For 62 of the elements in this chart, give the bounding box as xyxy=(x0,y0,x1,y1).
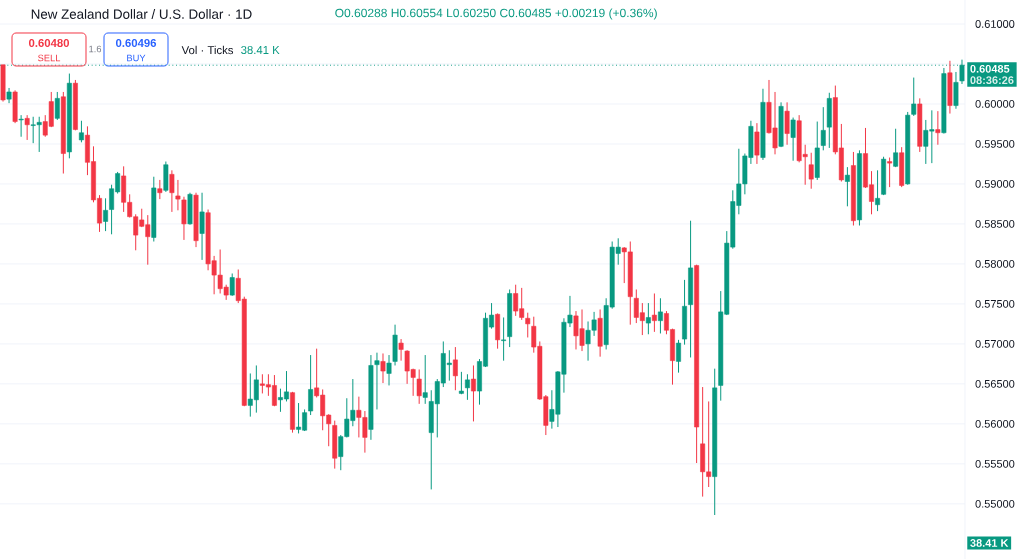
candlestick xyxy=(893,128,899,168)
candlestick xyxy=(157,179,163,200)
candlestick xyxy=(374,352,380,410)
candlestick xyxy=(790,117,796,162)
candlestick xyxy=(24,114,30,141)
y-tick-label: 0.55000 xyxy=(975,499,1015,508)
candlestick xyxy=(308,354,314,416)
annotation: 1.6 xyxy=(89,45,102,53)
candlestick xyxy=(935,110,941,146)
text: O0.60288 H0.60554 L0.60250 C0.60485 +0.00219 (+0.36%) xyxy=(335,8,657,20)
annotation: BUY xyxy=(127,54,146,62)
candlestick xyxy=(651,292,657,333)
y-tick-label: 0.61000 xyxy=(975,20,1015,28)
candlestick xyxy=(959,59,965,85)
candlestick xyxy=(953,71,959,110)
candlestick xyxy=(471,364,476,422)
annotation: 38.41 K xyxy=(241,45,280,54)
candlestick xyxy=(754,122,760,165)
y-tick-label: 0.59000 xyxy=(975,180,1015,188)
candlestick xyxy=(501,316,507,362)
candlestick xyxy=(887,157,893,188)
candlestick xyxy=(199,192,205,261)
y-tick-label: 0.59500 xyxy=(975,140,1015,148)
text: 38.41 K xyxy=(970,539,1009,547)
candlestick xyxy=(78,120,84,143)
candlestick xyxy=(808,152,814,190)
y-tick-label: 0.56500 xyxy=(975,379,1015,388)
candlestick xyxy=(844,166,850,207)
annotation: 0.60496 xyxy=(115,38,157,47)
candlestick xyxy=(54,91,60,121)
candlestick xyxy=(525,312,531,338)
candlestick xyxy=(875,169,880,212)
y-tick-label: 0.56000 xyxy=(975,419,1015,428)
candlestick xyxy=(103,197,108,232)
candlestick xyxy=(645,302,651,335)
candlestick xyxy=(911,77,917,117)
candlestick xyxy=(169,169,175,213)
candlestick xyxy=(464,373,470,401)
candlestick xyxy=(422,354,428,405)
candlestick xyxy=(386,354,392,386)
annotation: SELL xyxy=(38,54,61,62)
candlestick xyxy=(229,272,235,297)
text: New Zealand Dollar / U.S. Dollar · 1D xyxy=(31,9,252,19)
candlestick xyxy=(380,352,386,384)
candlestick xyxy=(452,346,458,391)
y-tick-label: 0.58000 xyxy=(975,260,1015,268)
y-tick-label: 0.58500 xyxy=(975,220,1015,228)
text: 08:36:26 xyxy=(970,76,1014,85)
y-tick-label: 0.57000 xyxy=(975,339,1015,348)
y-tick-label: 0.60000 xyxy=(975,100,1015,108)
candlestick xyxy=(784,101,790,146)
annotation: Vol · Ticks xyxy=(181,45,234,55)
candlestick xyxy=(657,297,663,334)
ref-line-label: 0.60485 xyxy=(970,64,1010,73)
candlestick xyxy=(676,339,681,374)
y-tick-label: 0.57500 xyxy=(975,299,1015,308)
candlestick xyxy=(416,368,422,405)
candlestick xyxy=(18,114,24,138)
candlestick xyxy=(398,338,404,362)
y-tick-label: 0.55500 xyxy=(975,459,1015,468)
candlestick xyxy=(820,106,826,151)
annotation: 0.60480 xyxy=(28,38,70,47)
